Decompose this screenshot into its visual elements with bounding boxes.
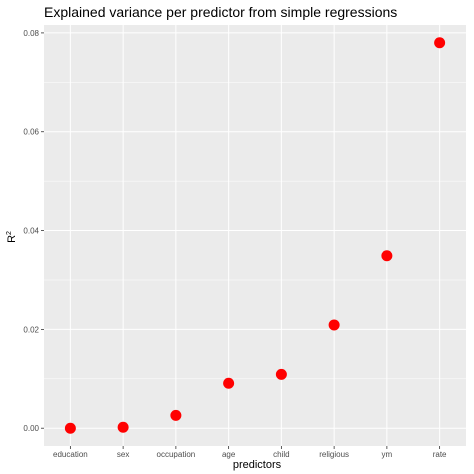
x-tick-label: age [222, 450, 236, 459]
y-axis-title-superscript: 2 [6, 231, 13, 235]
data-point-sex [117, 421, 129, 433]
data-point-age [223, 377, 235, 389]
x-axis-title: predictors [233, 459, 282, 471]
y-axis-title: R2 [6, 231, 18, 243]
y-tick-label: 0.00 [23, 424, 39, 433]
data-point-religious [328, 319, 340, 331]
x-tick-label: sex [117, 450, 129, 459]
plot-panel [44, 25, 466, 446]
x-tick-label: rate [433, 450, 447, 459]
y-axis: 0.00 0.02 0.04 0.06 0.08 [23, 29, 44, 433]
y-tick-label: 0.06 [23, 128, 39, 137]
x-tick-label: child [273, 450, 289, 459]
x-tick-label: education [53, 450, 88, 459]
y-tick-label: 0.02 [23, 325, 39, 334]
x-axis: education sex occupation age child religious y… [53, 446, 447, 459]
x-tick-label: ym [382, 450, 393, 459]
data-point-ym [381, 250, 393, 262]
data-point-rate [434, 37, 446, 49]
y-tick-label: 0.08 [23, 29, 39, 38]
x-tick-label: religious [319, 450, 349, 459]
chart-title: Explained variance per predictor from si… [44, 4, 397, 20]
x-tick-label: occupation [157, 450, 196, 459]
y-tick-label: 0.04 [23, 227, 39, 236]
data-points [64, 37, 446, 434]
data-point-child [275, 368, 287, 380]
data-point-occupation [170, 409, 182, 421]
minor-gridlines [44, 82, 466, 380]
data-point-education [64, 422, 76, 434]
y-axis-title-base: R [6, 235, 18, 243]
